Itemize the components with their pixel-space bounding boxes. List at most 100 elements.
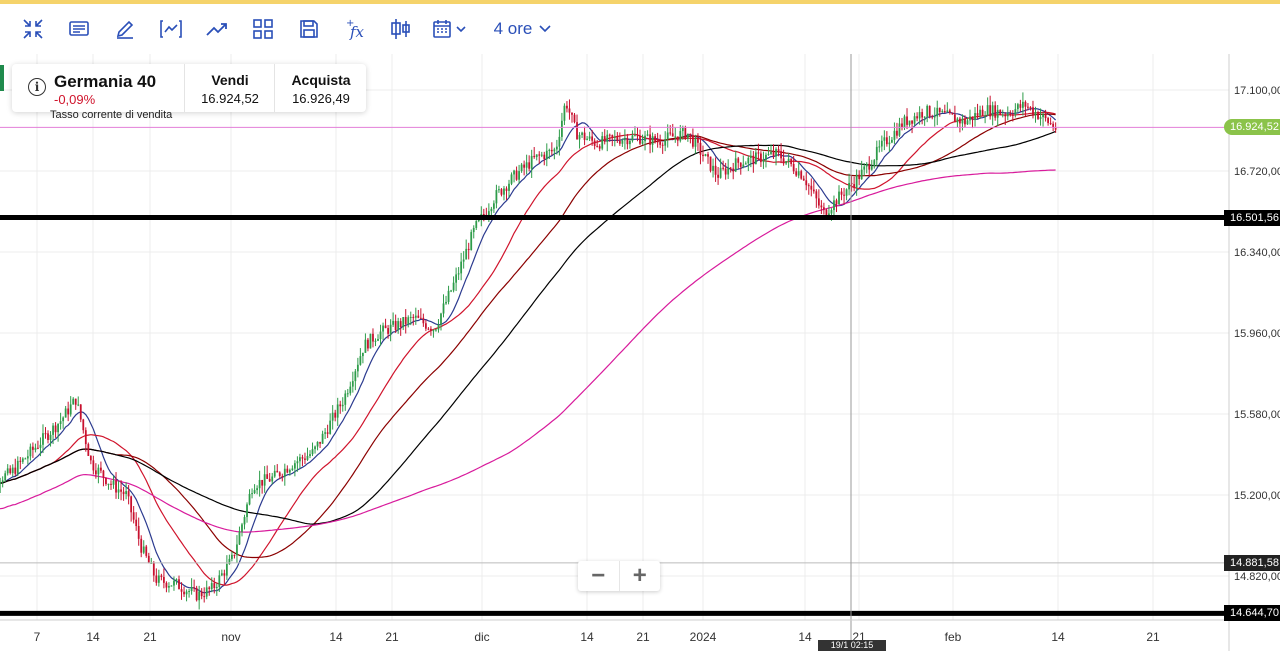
candle-body <box>324 432 327 434</box>
candle-body <box>271 476 274 482</box>
candle-body <box>943 111 946 113</box>
candle-body <box>535 154 538 158</box>
price-tick-label: 15.580,00 <box>1234 409 1280 421</box>
price-tick-label: 15.200,00 <box>1234 490 1280 502</box>
info-icon[interactable]: i <box>28 78 46 96</box>
candle-body <box>223 573 226 576</box>
candle-body <box>613 137 616 139</box>
zoom-in-button[interactable]: + <box>618 561 661 591</box>
save-icon[interactable] <box>294 14 324 44</box>
draw-icon[interactable] <box>110 14 140 44</box>
candle-body <box>387 328 389 334</box>
indicators-icon[interactable]: + fx <box>340 14 370 44</box>
zoom-controls: − + <box>578 561 660 591</box>
candle-body <box>714 165 717 175</box>
candle-body <box>921 112 924 118</box>
candle-body <box>389 324 392 334</box>
candle-body <box>1009 113 1012 115</box>
candle-body <box>57 424 59 433</box>
candles-icon[interactable] <box>386 14 416 44</box>
candle-body <box>180 589 183 592</box>
candle-body <box>193 587 196 589</box>
candle-body <box>311 449 314 455</box>
zoom-out-button[interactable]: − <box>591 562 606 589</box>
candle-body <box>931 116 934 118</box>
candle-body <box>142 546 145 553</box>
candle-body <box>359 356 362 365</box>
fullscreen-collapse-icon[interactable] <box>18 14 48 44</box>
sell-button[interactable]: Vendi 16.924,52 <box>184 64 275 112</box>
instrument-change: -0,09% <box>54 92 96 107</box>
candle-body <box>888 142 891 145</box>
candle-body <box>576 122 578 140</box>
candle-body <box>543 154 546 160</box>
candle-body <box>865 163 868 167</box>
candle-body <box>555 146 558 150</box>
candle-body <box>329 420 332 434</box>
candle-body <box>520 164 523 172</box>
horizontal-levels <box>0 126 1229 616</box>
candle-body <box>679 131 682 141</box>
candle-body <box>548 149 551 151</box>
candle-body <box>906 116 908 125</box>
timeframe-dropdown[interactable]: 4 ore <box>492 14 554 44</box>
moving-averages <box>0 107 1057 594</box>
candle-body <box>571 112 573 115</box>
candle-body <box>732 168 735 172</box>
candle-body <box>1042 114 1044 118</box>
candle-body <box>14 467 17 474</box>
candle-body <box>885 137 888 145</box>
candle-body <box>724 168 727 175</box>
candle-body <box>840 191 843 195</box>
candle-body <box>891 139 893 143</box>
candle-body <box>253 490 256 494</box>
candle-body <box>626 137 629 145</box>
instrument-name: Germania 40 <box>54 72 157 91</box>
candle-body <box>1016 104 1019 110</box>
candle-body <box>424 323 427 329</box>
candle-body <box>59 421 62 425</box>
candle-body <box>878 146 881 148</box>
candle-body <box>825 209 828 216</box>
candle-body <box>545 150 548 160</box>
candle-body <box>986 105 989 116</box>
candle-body <box>92 460 95 471</box>
candle-body <box>1047 118 1049 124</box>
candle-body <box>671 133 674 137</box>
candle-body <box>807 185 810 187</box>
candle-body <box>26 456 29 459</box>
trend-icon[interactable] <box>202 14 232 44</box>
candle-body <box>120 489 122 492</box>
candle-body <box>530 155 533 169</box>
candle-body <box>1011 114 1014 116</box>
candle-body <box>974 113 976 121</box>
candle-body <box>959 118 961 124</box>
candle-body <box>299 457 301 462</box>
candle-body <box>175 579 178 581</box>
time-tick-label: 14 <box>798 630 812 644</box>
candle-body <box>817 198 820 206</box>
layout-grid-icon[interactable] <box>248 14 278 44</box>
candle-body <box>911 120 913 124</box>
candle-body <box>349 386 352 394</box>
candle-body <box>475 221 478 228</box>
candle-body <box>100 467 102 471</box>
buy-button[interactable]: Acquista 16.926,49 <box>274 64 367 112</box>
candle-body <box>432 330 435 332</box>
candle-body <box>692 134 694 147</box>
calendar-dropdown[interactable] <box>430 14 470 44</box>
candle-body <box>684 127 687 139</box>
candle-body <box>273 470 276 477</box>
candle-body <box>351 381 354 387</box>
news-icon[interactable] <box>64 14 94 44</box>
price-tag: 14.881,58 <box>1224 554 1280 571</box>
candle-body <box>719 167 722 178</box>
instrument-card[interactable]: i Germania 40 -0,09% Vendi 16.924,52 Acq… <box>12 64 366 112</box>
chart-type-icon[interactable] <box>156 14 186 44</box>
candle-body <box>54 425 57 433</box>
time-tick-label: 14 <box>329 630 343 644</box>
candle-body <box>306 455 309 460</box>
candle-body <box>1049 123 1052 125</box>
candle-body <box>538 154 541 156</box>
candle-body <box>651 136 654 145</box>
